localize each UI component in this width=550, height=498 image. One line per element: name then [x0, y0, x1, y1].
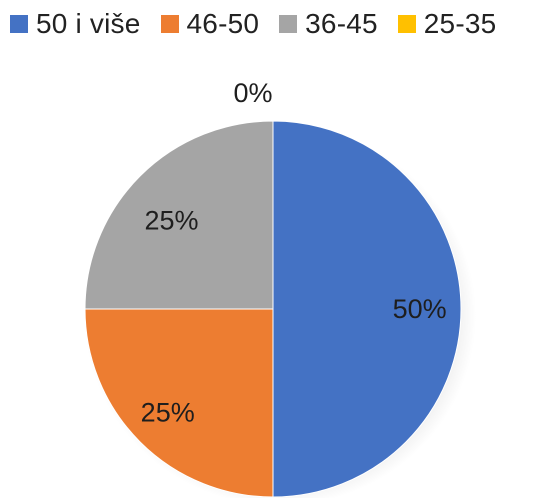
pie-data-label: 25% — [141, 397, 195, 427]
legend-swatch — [160, 15, 179, 33]
chart-legend: 50 i više 46-50 36-45 25-35 — [0, 4, 550, 44]
legend-swatch — [10, 15, 28, 33]
legend-label: 36-45 — [305, 8, 378, 39]
legend-swatch — [397, 15, 416, 33]
pie-data-label: 25% — [144, 206, 198, 236]
legend-item: 36-45 — [279, 8, 378, 40]
legend-label: 50 i više — [36, 8, 141, 39]
pie-slice — [84, 120, 274, 310]
pie-labels: 50% 25% 25% 0% — [141, 78, 447, 427]
legend-swatch — [279, 15, 298, 33]
pie-slice — [272, 120, 462, 498]
pie-data-label: 50% — [393, 294, 447, 324]
legend-item: 50 i više — [10, 8, 141, 40]
legend-item: 25-35 — [397, 8, 497, 40]
pie-slice — [84, 308, 274, 498]
legend-label: 46-50 — [186, 8, 260, 39]
legend-label: 25-35 — [423, 8, 497, 39]
pie-data-label: 0% — [233, 78, 272, 108]
legend-item: 46-50 — [160, 8, 260, 40]
pie-slices — [84, 120, 462, 498]
